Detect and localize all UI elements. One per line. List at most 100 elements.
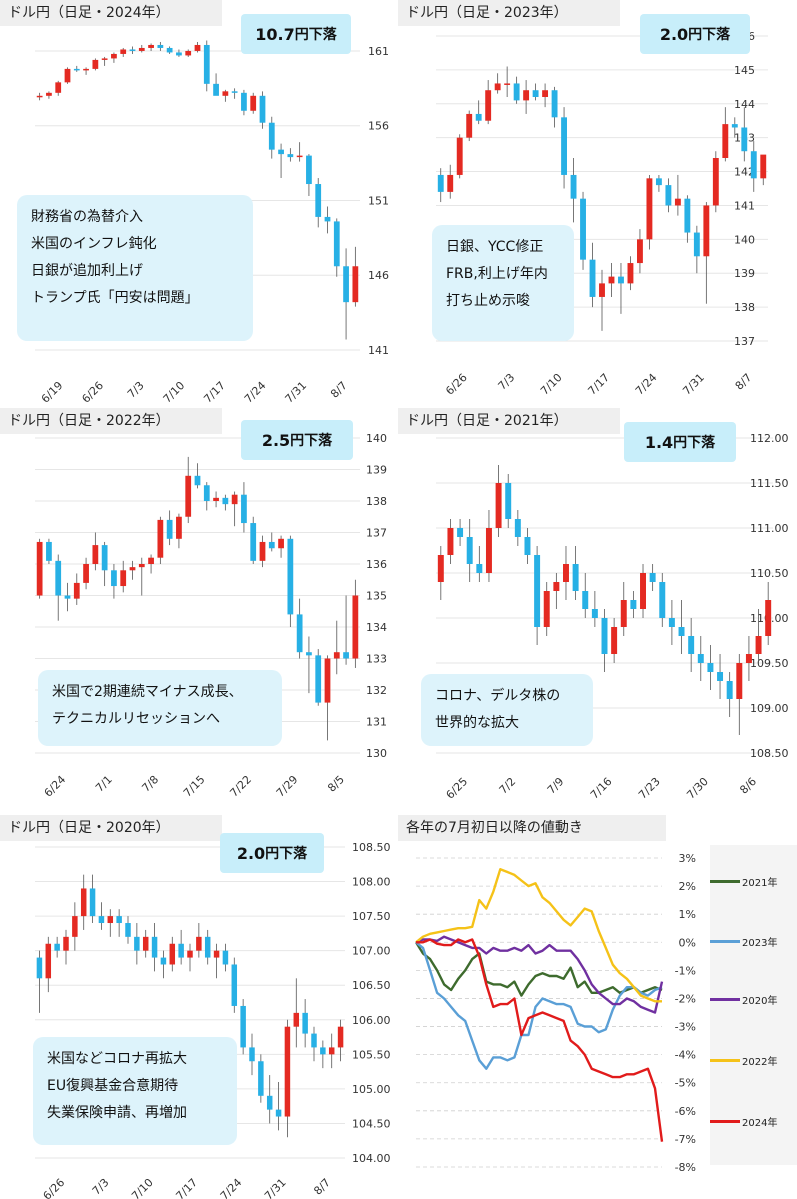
- candle-body: [707, 663, 714, 672]
- candle-body: [561, 117, 567, 175]
- annotation-line: FRB,利上げ年内: [446, 266, 548, 282]
- y-tick-label: 107.50: [352, 910, 391, 923]
- y-tick-label: 108.50: [750, 747, 789, 760]
- x-tick-label: 7/9: [545, 775, 567, 797]
- y-tick-label: 139: [734, 267, 755, 280]
- candle-body: [63, 936, 69, 951]
- chart-2020-plot: 104.00 104.50 105.00 105.50 106.00 106.50 107.…: [35, 841, 391, 1199]
- candle-body: [83, 68, 89, 71]
- candle-body: [668, 618, 675, 627]
- candle-body: [311, 1033, 317, 1048]
- candle-body: [553, 582, 560, 591]
- candle-body: [231, 494, 238, 505]
- candle-body: [166, 47, 173, 53]
- y-tick-label: 108.00: [352, 876, 391, 889]
- candle-body: [505, 483, 512, 519]
- y-tick-label: 104.50: [352, 1117, 391, 1130]
- y-tick-label: 140: [366, 432, 387, 445]
- candle-body: [178, 943, 184, 958]
- candle-body: [89, 888, 96, 917]
- candle-body: [551, 90, 558, 118]
- y-tick-label: 105.50: [352, 1048, 391, 1061]
- chart-2023-annotation: 日銀、YCC修正 FRB,利上げ年内 打ち止め示唆: [432, 225, 574, 341]
- candle-body: [169, 943, 176, 965]
- candle-body: [194, 475, 201, 486]
- annotation-line: 打ち止め示唆: [446, 293, 530, 309]
- candle-body: [697, 654, 704, 663]
- candle-body: [589, 259, 596, 297]
- y-tick-label: 141: [368, 344, 389, 357]
- chart-2024-plot: 141 146 151 156 161 6/19 6/26 7/3 7/10 7/17 7/24 7/…: [35, 40, 389, 406]
- candle-body: [495, 483, 502, 528]
- candle-body: [46, 92, 52, 96]
- candle-body: [693, 232, 700, 257]
- legend-swatch: [710, 998, 740, 1001]
- y-tick-label: 111.00: [750, 522, 789, 535]
- legend-item-2024: 2024年: [710, 1114, 797, 1129]
- candle-body: [284, 1026, 291, 1117]
- candle-body: [120, 570, 127, 587]
- annotation-line: 日銀が追加利上げ: [31, 263, 143, 279]
- candle-body: [649, 573, 656, 582]
- x-tick-label: 8/7: [311, 1176, 333, 1198]
- y-tick-label: 161: [368, 45, 389, 58]
- candle-body: [55, 82, 62, 93]
- annotation-line: トランプ氏「円安は問題」: [31, 290, 199, 306]
- candle-body: [125, 923, 131, 937]
- y-tick-label: -5%: [675, 1077, 696, 1090]
- candle-body: [129, 567, 136, 571]
- y-tick-label: -1%: [675, 964, 696, 977]
- legend-label: 2023年: [742, 938, 778, 949]
- candle-body: [731, 124, 738, 128]
- chart-2020-badge: 2.0 円下落: [220, 833, 324, 873]
- candle-body: [630, 600, 637, 609]
- candle-body: [157, 44, 164, 48]
- candle-body: [343, 266, 349, 303]
- candle-body: [92, 59, 99, 69]
- chart-2023-badge-number: 2.0: [659, 24, 689, 44]
- y-tick-label: 110.50: [750, 567, 789, 580]
- candle-body: [268, 541, 275, 549]
- candle-body: [222, 950, 229, 965]
- candle-body: [485, 90, 492, 121]
- x-tick-label: 7/24: [633, 371, 660, 398]
- candle-body: [611, 627, 618, 654]
- candle-body: [722, 124, 729, 158]
- legend-item-2021: 2021年: [710, 874, 797, 889]
- candle-body: [98, 916, 105, 924]
- y-tick-label: 2%: [679, 880, 696, 893]
- candle-body: [618, 276, 624, 284]
- candle-body: [637, 239, 643, 264]
- candle-body: [712, 158, 719, 206]
- candle-body: [447, 528, 454, 555]
- candle-body: [111, 570, 117, 587]
- chart-2021-title: ドル円（日足・2021年）: [398, 408, 620, 434]
- candle-body: [249, 1047, 255, 1062]
- x-tick-label: 6/26: [443, 371, 470, 398]
- candle-body: [320, 1047, 326, 1055]
- y-tick-label: 144: [734, 98, 755, 111]
- candle-body: [138, 564, 145, 568]
- candle-body: [134, 936, 140, 951]
- candle-body: [151, 936, 158, 958]
- annotation-line: 米国などコロナ再拡大: [47, 1051, 187, 1067]
- candle-body: [73, 582, 80, 599]
- series-line-2023年: [415, 941, 663, 1070]
- candle-body: [457, 528, 464, 537]
- candle-body: [36, 541, 43, 596]
- x-tick-label: 7/31: [262, 1176, 289, 1199]
- y-tick-label: 133: [366, 653, 387, 666]
- candle-body: [268, 122, 275, 150]
- y-tick-label: 136: [366, 558, 387, 571]
- chart-2024-badge-number: 10.7: [255, 24, 295, 44]
- candle-body: [36, 957, 43, 979]
- x-tick-label: 6/24: [42, 773, 69, 800]
- annotation-line: 日銀、YCC修正: [446, 239, 544, 255]
- x-tick-label: 7/17: [585, 371, 612, 398]
- candle-body: [352, 595, 359, 659]
- y-tick-label: -3%: [675, 1021, 696, 1034]
- annotation-line: 世界的な拡大: [435, 715, 519, 731]
- y-tick-label: 105.00: [352, 1083, 391, 1096]
- candle-body: [287, 538, 294, 615]
- candle-body: [476, 564, 483, 573]
